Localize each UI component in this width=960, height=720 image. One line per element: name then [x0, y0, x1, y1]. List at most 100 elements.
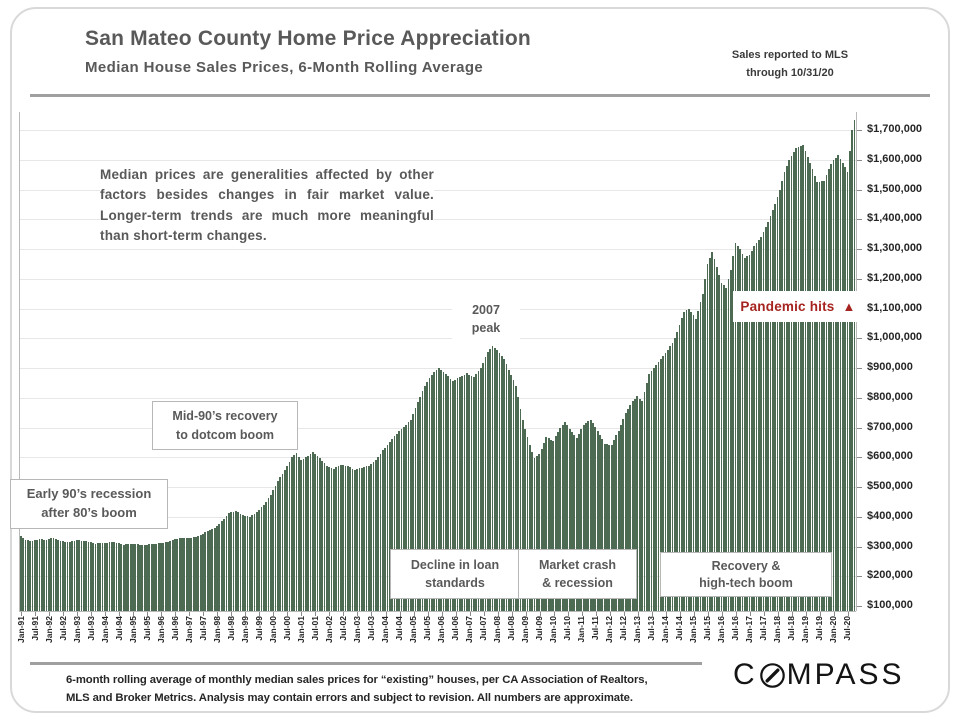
- bar: [164, 542, 167, 611]
- x-axis-tick: [679, 612, 681, 616]
- bar: [587, 421, 590, 611]
- x-axis-tick: [399, 612, 401, 616]
- bar: [316, 455, 319, 611]
- bar: [162, 542, 165, 611]
- x-axis-label: Jul-91: [29, 616, 40, 641]
- bar: [727, 278, 730, 612]
- x-axis-label: Jul-13: [646, 616, 657, 641]
- y-axis-label: $400,000: [867, 509, 913, 522]
- x-axis-label: Jul-14: [674, 616, 685, 641]
- bar: [125, 544, 127, 611]
- bar: [195, 536, 197, 611]
- bar: [466, 373, 468, 611]
- bar: [122, 544, 125, 611]
- bar: [650, 371, 653, 611]
- bar: [652, 368, 655, 611]
- bar: [423, 385, 426, 611]
- bar: [512, 380, 515, 611]
- bar: [407, 422, 410, 611]
- bar: [524, 428, 527, 611]
- x-axis-tick: [623, 612, 625, 616]
- x-axis-tick: [203, 612, 205, 616]
- x-axis-label: Jul-04: [394, 616, 404, 641]
- bar: [99, 543, 102, 611]
- x-axis-label: Jul-96: [169, 616, 180, 641]
- bar: [76, 540, 78, 611]
- bar: [753, 246, 755, 611]
- bar: [543, 442, 545, 611]
- y-axis-label: $1,700,000: [867, 123, 923, 135]
- bar: [365, 466, 368, 611]
- x-axis-label: Jan-09: [520, 616, 531, 643]
- x-axis-tick: [119, 612, 121, 616]
- x-axis-label: Jul-11: [590, 616, 601, 641]
- x-axis-label: Jul-93: [85, 616, 96, 641]
- bar: [718, 275, 720, 611]
- bar: [272, 490, 274, 611]
- bar: [540, 448, 543, 611]
- x-axis-tick: [609, 612, 611, 616]
- x-axis-tick: [175, 612, 177, 616]
- bar: [771, 210, 774, 611]
- bar: [620, 424, 622, 611]
- bar: [157, 543, 160, 611]
- bar: [309, 453, 312, 611]
- bar: [704, 278, 706, 612]
- bar: [300, 460, 302, 611]
- gridline: [20, 308, 856, 310]
- bar: [225, 515, 228, 611]
- x-axis-label: Jul-01: [309, 616, 320, 641]
- x-axis-tick: [77, 612, 79, 616]
- bar: [736, 246, 739, 611]
- bar: [480, 368, 482, 611]
- bar: [281, 473, 284, 611]
- bar: [183, 537, 186, 611]
- x-axis-tick: [245, 612, 247, 616]
- y-axis-tick: [856, 487, 862, 488]
- bar: [188, 538, 190, 611]
- x-axis-label: Jan-00: [267, 616, 278, 643]
- bar: [683, 311, 685, 611]
- x-axis-label: Jul-16: [730, 616, 741, 641]
- bar: [571, 432, 573, 611]
- x-axis-label: Jan-17: [744, 616, 755, 643]
- bar: [106, 542, 109, 611]
- bar: [715, 266, 718, 611]
- x-axis-tick: [791, 612, 793, 616]
- bar: [606, 444, 608, 611]
- y-axis-tick: [856, 427, 862, 429]
- red-triangle-up-icon: ▲: [842, 299, 856, 314]
- x-axis-tick: [819, 612, 821, 616]
- bar: [176, 538, 179, 611]
- header-divider: [30, 94, 930, 97]
- bar: [318, 457, 321, 611]
- x-axis-label: Jul-99: [253, 616, 264, 641]
- y-axis-tick: [856, 576, 862, 578]
- bar: [445, 374, 447, 611]
- bar: [655, 365, 657, 611]
- bar: [279, 477, 281, 611]
- bar: [732, 256, 734, 611]
- bar: [440, 370, 443, 611]
- bar: [400, 429, 403, 611]
- bar: [260, 507, 263, 611]
- bar: [64, 541, 67, 611]
- bar: [566, 425, 569, 611]
- bar: [666, 350, 669, 611]
- bar: [50, 538, 53, 611]
- mls-report-note-line1: Sales reported to MLS: [731, 49, 849, 61]
- bar: [426, 382, 429, 611]
- bar: [265, 501, 267, 611]
- bar: [59, 541, 62, 611]
- bar: [575, 437, 578, 611]
- bar: [797, 146, 800, 611]
- x-axis-label: Jan-13: [632, 616, 643, 643]
- bar: [844, 167, 847, 611]
- bar: [634, 398, 636, 611]
- bar: [48, 539, 50, 611]
- footer-disclaimer-line1: 6-month rolling average of monthly media…: [66, 674, 648, 686]
- bar: [592, 423, 594, 611]
- bar: [66, 542, 69, 611]
- bar: [470, 375, 473, 611]
- y-axis-tick: [856, 368, 862, 369]
